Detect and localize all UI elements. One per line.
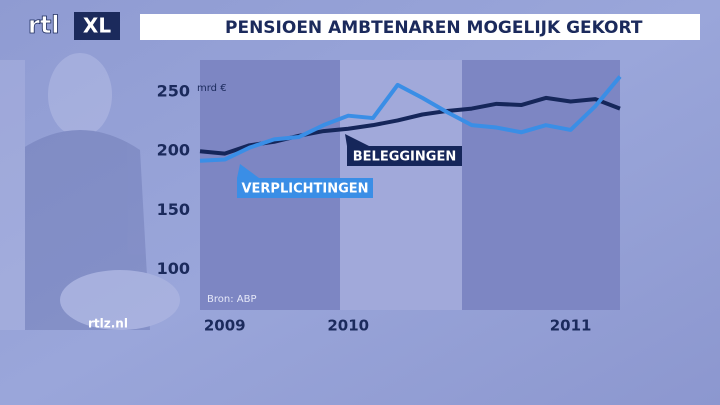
- logo-xl: XL: [83, 14, 111, 38]
- x-tick-label: 2010: [327, 317, 369, 335]
- y-tick-label: 100: [157, 259, 190, 278]
- title-bar: [140, 14, 700, 40]
- legend-box: [347, 146, 462, 166]
- logo-rtl: rtl: [28, 11, 60, 39]
- legend-pointer: [345, 134, 369, 146]
- x-tick-label: 2011: [550, 317, 592, 335]
- y-tick-label: 200: [157, 141, 190, 160]
- photo: [0, 53, 180, 330]
- legend-pointer: [237, 164, 259, 178]
- series-line: [199, 75, 622, 163]
- legend-label: BELEGGINGEN: [353, 150, 456, 165]
- site: rtlz.nl: [88, 317, 128, 331]
- logo-box: [74, 12, 120, 40]
- y-unit: mrd €: [197, 83, 227, 94]
- y-tick-label: 150: [157, 200, 190, 219]
- y-tick-label: 250: [157, 81, 190, 100]
- x-tick-label: 2009: [204, 317, 246, 335]
- band: [462, 60, 620, 310]
- legend-box: [237, 178, 373, 198]
- chart-title: PENSIOEN AMBTENAREN MOGELIJK GEKORT: [225, 18, 643, 38]
- source: Bron: ABP: [207, 294, 257, 305]
- legend-label: VERPLICHTINGEN: [241, 182, 368, 197]
